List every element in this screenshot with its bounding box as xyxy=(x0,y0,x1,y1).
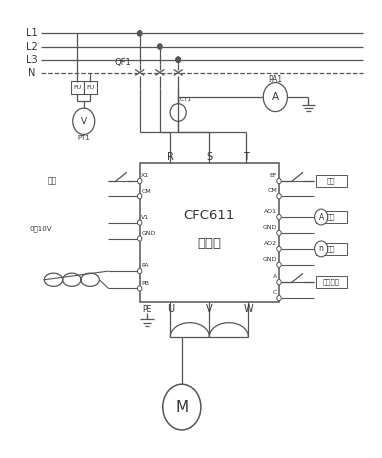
Text: A: A xyxy=(273,274,277,279)
Text: 0～10V: 0～10V xyxy=(29,225,52,232)
Text: 政间输出: 政间输出 xyxy=(323,279,340,285)
Text: GND: GND xyxy=(263,256,277,262)
FancyBboxPatch shape xyxy=(316,276,347,289)
Circle shape xyxy=(277,214,281,220)
Text: T: T xyxy=(243,152,249,162)
Text: A: A xyxy=(319,213,324,222)
Text: V1: V1 xyxy=(141,215,149,220)
Circle shape xyxy=(315,209,328,225)
FancyBboxPatch shape xyxy=(316,175,347,187)
Text: n: n xyxy=(319,245,324,253)
Circle shape xyxy=(263,82,287,112)
Circle shape xyxy=(315,241,328,257)
Circle shape xyxy=(277,230,281,235)
Text: V: V xyxy=(81,117,87,126)
Text: CM: CM xyxy=(267,188,277,193)
Text: FU: FU xyxy=(86,85,94,90)
Text: PE: PE xyxy=(142,305,152,314)
Ellipse shape xyxy=(170,104,186,121)
Circle shape xyxy=(138,236,142,241)
Circle shape xyxy=(158,44,162,49)
FancyBboxPatch shape xyxy=(316,211,347,223)
Circle shape xyxy=(138,194,142,199)
Text: 频率: 频率 xyxy=(327,245,335,252)
Text: CFC611: CFC611 xyxy=(184,209,235,222)
Text: CM: CM xyxy=(141,189,151,194)
Text: PA: PA xyxy=(141,263,149,268)
Text: QF1: QF1 xyxy=(115,58,131,67)
Text: 起停: 起停 xyxy=(327,178,335,185)
Circle shape xyxy=(138,286,142,291)
Text: FU: FU xyxy=(73,85,81,90)
Circle shape xyxy=(176,57,180,62)
Circle shape xyxy=(176,57,180,62)
Circle shape xyxy=(138,179,142,184)
Text: M: M xyxy=(175,399,188,414)
Text: CT1: CT1 xyxy=(180,97,192,102)
Text: GND: GND xyxy=(263,225,277,230)
Text: L1: L1 xyxy=(26,28,37,38)
Text: 夜停: 夜停 xyxy=(48,176,57,185)
Circle shape xyxy=(277,262,281,267)
Text: 电流: 电流 xyxy=(327,214,335,220)
Text: AO1: AO1 xyxy=(264,209,277,214)
Circle shape xyxy=(163,384,201,430)
Circle shape xyxy=(138,220,142,225)
Circle shape xyxy=(138,31,142,36)
Text: 变频器: 变频器 xyxy=(197,237,221,250)
Text: S: S xyxy=(206,152,212,162)
Circle shape xyxy=(73,108,95,135)
Circle shape xyxy=(277,295,281,301)
Text: V: V xyxy=(206,305,213,315)
Text: PT1: PT1 xyxy=(77,135,90,141)
Text: PB: PB xyxy=(141,281,149,286)
Text: PA1: PA1 xyxy=(268,75,282,84)
FancyBboxPatch shape xyxy=(71,81,84,93)
Circle shape xyxy=(277,194,281,199)
Text: X1: X1 xyxy=(141,173,149,178)
Text: L2: L2 xyxy=(26,42,37,52)
Text: A: A xyxy=(272,92,279,102)
Text: U: U xyxy=(167,305,174,315)
Text: L3: L3 xyxy=(26,55,37,65)
Circle shape xyxy=(277,179,281,184)
Circle shape xyxy=(277,246,281,251)
FancyBboxPatch shape xyxy=(316,243,347,255)
Text: EF: EF xyxy=(270,173,277,178)
FancyBboxPatch shape xyxy=(84,81,97,93)
Text: W: W xyxy=(244,305,253,315)
Text: C: C xyxy=(273,290,277,295)
Circle shape xyxy=(277,279,281,285)
Text: N: N xyxy=(28,68,35,78)
FancyBboxPatch shape xyxy=(140,163,279,301)
Text: R: R xyxy=(167,152,174,162)
Circle shape xyxy=(138,268,142,274)
Text: GND: GND xyxy=(141,231,155,236)
Text: AO2: AO2 xyxy=(264,241,277,245)
